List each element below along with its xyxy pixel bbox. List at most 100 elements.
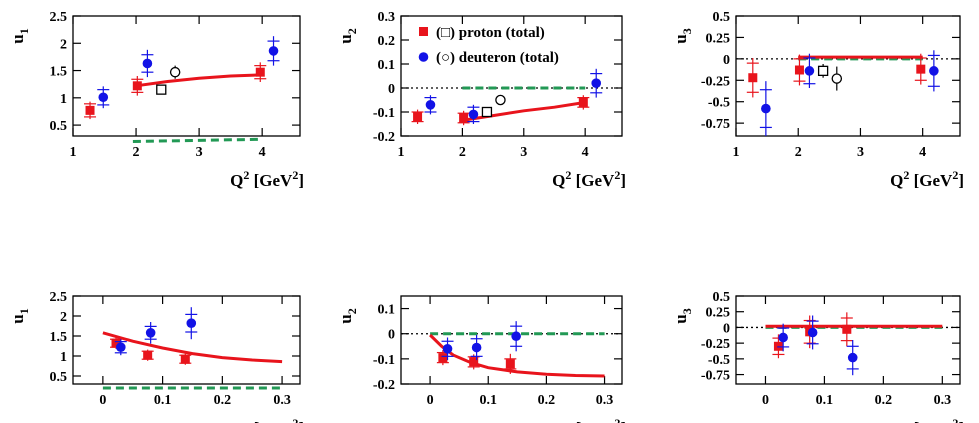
y-tick-label: 1.5 xyxy=(50,330,68,345)
deuteron-open-point xyxy=(831,73,843,84)
deuteron-open-point xyxy=(169,66,181,78)
model-curve-green xyxy=(132,137,263,143)
y-tick-label: 0.5 xyxy=(50,370,68,385)
deuteron-point xyxy=(804,66,815,76)
proton-point xyxy=(85,105,95,115)
y-axis-title: u3 xyxy=(671,308,694,323)
plot-frame xyxy=(400,295,623,385)
x-tick-label: 0 xyxy=(762,393,769,408)
proton-point xyxy=(132,81,142,91)
x-tick-label: 0.2 xyxy=(875,393,893,408)
x-tick-label: 0.3 xyxy=(273,393,291,408)
y-tick-label: -0.75 xyxy=(701,117,730,132)
legend-deuteron-label: (○) deuteron (total) xyxy=(436,50,559,66)
y-axis-title: u2 xyxy=(336,28,359,43)
proton-point xyxy=(459,113,469,123)
x-axis-title: Q2 [GeV2] xyxy=(890,168,964,190)
y-tick-label: 0 xyxy=(388,82,395,97)
y-tick-label: 0.5 xyxy=(50,119,68,134)
deuteron-point xyxy=(425,100,436,110)
x-tick-label: 1 xyxy=(733,145,740,160)
x-axis-title: -t' [GeV2] xyxy=(233,416,304,423)
chart-panel-u3_vs_Q2: 1 2 3 4 -0.75 -0.5 -0.25 0 0.25 0.5 u3 Q2 [GeV2] xyxy=(671,10,964,190)
x-axis-title: Q2 [GeV2] xyxy=(230,168,304,190)
chart-panel-u2_vs_Q2: 1 2 3 4 -0.2 -0.1 0 0.1 0.2 0.3 u2 Q2 [GeV2] xyxy=(336,10,626,190)
y-tick-label: 0.5 xyxy=(713,10,731,25)
x-tick-label: 2 xyxy=(459,145,466,160)
y-tick-label: 0.3 xyxy=(378,10,396,25)
plot-frame xyxy=(72,15,301,137)
chart-panel-u2_vs_t: 0 0.1 0.2 0.3 -0.2 -0.1 0 0.1 u2 -t' [GeV2] xyxy=(336,295,626,423)
deuteron-point xyxy=(98,92,109,103)
x-axis-title: -t' [GeV2] xyxy=(893,416,964,423)
deuteron-open-point xyxy=(495,94,506,106)
proton-point xyxy=(578,97,588,107)
plot-frame xyxy=(735,15,961,137)
x-tick-label: 0.3 xyxy=(596,393,614,408)
x-tick-label: 0.1 xyxy=(154,393,172,408)
deuteron-point xyxy=(929,66,939,76)
proton-point xyxy=(469,357,479,367)
proton-open-point xyxy=(817,65,829,77)
proton-point xyxy=(143,350,153,360)
y-tick-label: -0.25 xyxy=(701,337,730,352)
x-tick-label: 1 xyxy=(398,145,405,160)
y-tick-label: 1 xyxy=(60,350,67,365)
deuteron-point xyxy=(145,328,156,338)
y-tick-label: -0.1 xyxy=(373,106,395,121)
deuteron-point xyxy=(115,342,126,353)
proton-point xyxy=(438,353,448,363)
model-curve-red xyxy=(429,333,605,378)
y-tick-label: 0.25 xyxy=(706,31,731,46)
x-tick-label: 0 xyxy=(99,393,106,408)
deuteron-point xyxy=(268,46,279,56)
proton-point xyxy=(180,354,190,364)
deuteron-point xyxy=(442,344,453,354)
proton-point xyxy=(748,73,758,83)
x-tick-label: 2 xyxy=(795,145,802,160)
proton-point xyxy=(842,324,852,334)
plot-frame xyxy=(72,295,301,385)
y-tick-label: 0.2 xyxy=(378,34,396,49)
y-tick-label: 0 xyxy=(388,328,395,343)
x-tick-label: 0 xyxy=(427,393,434,408)
y-tick-label: 0 xyxy=(723,53,730,68)
x-tick-label: 0.1 xyxy=(479,393,497,408)
legend-deuteron-marker xyxy=(418,52,429,62)
y-tick-label: 0.1 xyxy=(378,58,396,73)
y-tick-label: -0.75 xyxy=(701,369,730,384)
deuteron-point xyxy=(142,58,153,69)
x-tick-label: 4 xyxy=(582,145,589,160)
x-axis-title: Q2 [GeV2] xyxy=(552,168,626,190)
legend: (□) proton (total) (○) deuteron (total) xyxy=(418,25,559,66)
x-tick-label: 0.2 xyxy=(538,393,556,408)
x-tick-label: 4 xyxy=(259,145,266,160)
proton-point xyxy=(413,112,423,122)
y-tick-label: 2.5 xyxy=(50,10,68,25)
legend-proton-marker xyxy=(419,27,428,36)
proton-point xyxy=(505,359,515,369)
y-tick-label: 2 xyxy=(60,37,67,52)
deuteron-point xyxy=(778,332,788,343)
y-tick-label: -0.5 xyxy=(708,96,730,111)
proton-point xyxy=(794,65,804,75)
proton-point xyxy=(773,341,783,351)
y-axis-title: u1 xyxy=(8,308,31,323)
x-tick-label: 1 xyxy=(70,145,77,160)
x-tick-label: 3 xyxy=(196,145,203,160)
x-axis-title: -t' [GeV2] xyxy=(555,416,626,423)
model-curve-red xyxy=(135,73,263,88)
x-tick-label: 4 xyxy=(919,145,926,160)
model-curve-red xyxy=(462,100,586,122)
x-tick-label: 2 xyxy=(133,145,140,160)
deuteron-point xyxy=(807,327,818,338)
y-axis-title: u1 xyxy=(8,28,31,43)
x-tick-label: 0.3 xyxy=(934,393,952,408)
deuteron-point xyxy=(471,342,482,353)
legend-proton-label: (□) proton (total) xyxy=(436,25,545,41)
proton-point xyxy=(111,338,121,348)
deuteron-point xyxy=(761,103,771,114)
